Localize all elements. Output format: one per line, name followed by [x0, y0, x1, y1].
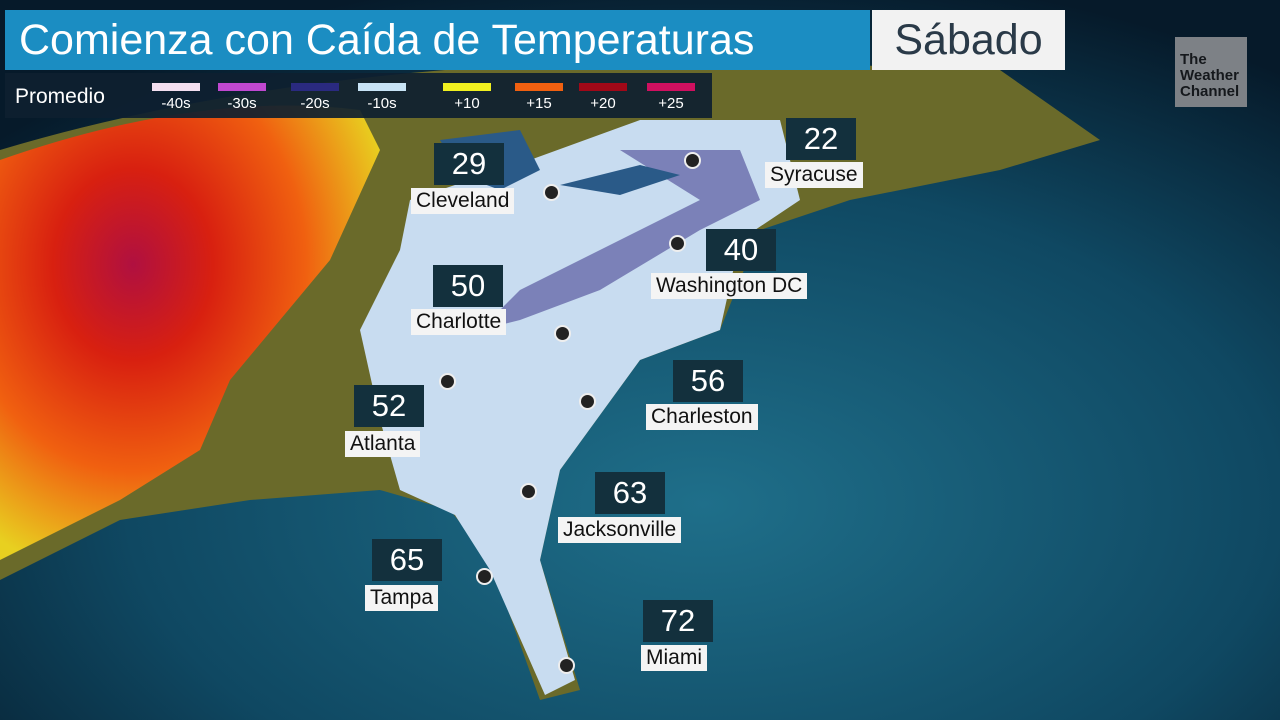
city-dot	[543, 184, 560, 201]
legend-color	[515, 83, 563, 91]
city-temperature: 22	[786, 118, 856, 160]
legend-swatch: +15	[513, 83, 565, 112]
legend-text: -40s	[161, 95, 191, 112]
legend-color	[647, 83, 695, 91]
city-name: Cleveland	[411, 188, 515, 214]
city-temperature: 29	[434, 143, 504, 185]
legend-text: +25	[658, 95, 684, 112]
city-dot	[554, 325, 571, 342]
city-name: Tampa	[365, 585, 439, 611]
city-name: Atlanta	[345, 431, 421, 457]
legend-swatch: -20s	[289, 83, 341, 112]
legend-color	[579, 83, 627, 91]
city-temperature: 40	[706, 229, 776, 271]
legend-text: -10s	[367, 95, 397, 112]
legend-label: Promedio	[15, 85, 105, 108]
legend-color	[291, 83, 339, 91]
day-label: Sábado	[872, 10, 1065, 70]
land-cold	[360, 120, 800, 695]
land-hot	[0, 105, 380, 561]
legend-swatch: +20	[577, 83, 629, 112]
legend-color	[443, 83, 491, 91]
city-dot	[439, 373, 456, 390]
weather-channel-logo: The Weather Channel	[1175, 37, 1247, 107]
temperature-legend: Promedio -40s -30s -20s -10s +10 +15 +20 +25	[5, 73, 712, 118]
legend-swatch: -40s	[150, 83, 202, 112]
city-temperature: 63	[595, 472, 665, 514]
city-temperature: 65	[372, 539, 442, 581]
headline-banner: Comienza con Caída de Temperaturas	[5, 10, 870, 70]
legend-swatch: -30s	[216, 83, 268, 112]
city-temperature: 52	[354, 385, 424, 427]
legend-text: +20	[590, 95, 616, 112]
legend-color	[218, 83, 266, 91]
city-dot	[669, 235, 686, 252]
city-temperature: 56	[673, 360, 743, 402]
city-name: Jacksonville	[558, 517, 682, 543]
legend-swatch: +25	[645, 83, 697, 112]
city-temperature: 72	[643, 600, 713, 642]
cold-band	[480, 150, 760, 330]
legend-color	[358, 83, 406, 91]
city-name: Charleston	[646, 404, 758, 430]
city-dot	[558, 657, 575, 674]
city-dot	[476, 568, 493, 585]
city-name: Charlotte	[411, 309, 507, 335]
legend-color	[152, 83, 200, 91]
legend-text: +10	[454, 95, 480, 112]
city-name: Miami	[641, 645, 707, 671]
legend-swatch: -10s	[356, 83, 408, 112]
city-dot	[684, 152, 701, 169]
city-name: Washington DC	[651, 273, 808, 299]
legend-text: -30s	[227, 95, 257, 112]
city-temperature: 50	[433, 265, 503, 307]
city-name: Syracuse	[765, 162, 863, 188]
legend-text: +15	[526, 95, 552, 112]
legend-text: -20s	[300, 95, 330, 112]
city-dot	[520, 483, 537, 500]
legend-swatch: +10	[441, 83, 493, 112]
city-dot	[579, 393, 596, 410]
